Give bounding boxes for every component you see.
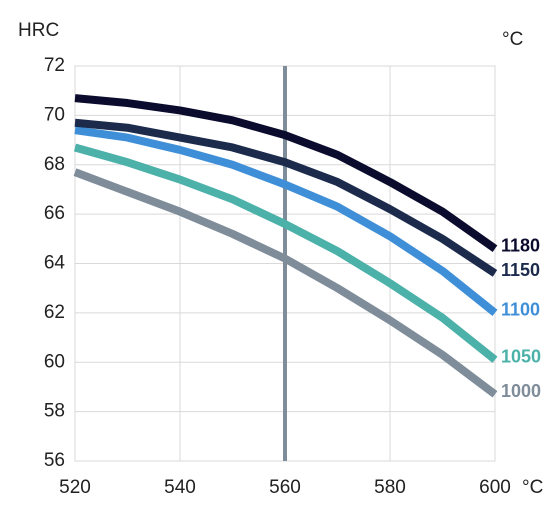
line-series	[73, 143, 498, 363]
line-series	[74, 118, 498, 277]
x-tick-label: 600	[479, 477, 511, 498]
y-tick-label: 68	[44, 154, 65, 175]
unit-label: °C	[502, 29, 523, 50]
series-label: 1150	[501, 260, 540, 280]
x-tick-label: 580	[374, 477, 406, 498]
y-tick-label: 60	[44, 351, 65, 372]
y-tick-label: 58	[44, 401, 65, 422]
y-tick-label: 62	[44, 302, 65, 323]
line-series	[74, 126, 498, 316]
x-tick-label: 540	[164, 477, 196, 498]
x-axis-label: °C	[522, 477, 543, 498]
series-label: 1100	[501, 300, 540, 320]
line-series	[74, 94, 498, 252]
x-tick-label: 560	[269, 477, 301, 498]
y-tick-label: 64	[44, 253, 66, 274]
line-series	[73, 168, 498, 398]
series-label: 1000	[501, 381, 541, 401]
series-label: 1050	[501, 347, 541, 367]
y-tick-label: 70	[44, 104, 65, 125]
series-label: 1180	[501, 235, 540, 255]
y-tick-label: 72	[44, 55, 65, 76]
x-tick-label: 520	[59, 477, 91, 498]
y-axis-label: HRC	[18, 20, 59, 41]
y-tick-label: 66	[44, 203, 65, 224]
y-tick-label: 56	[44, 450, 65, 471]
